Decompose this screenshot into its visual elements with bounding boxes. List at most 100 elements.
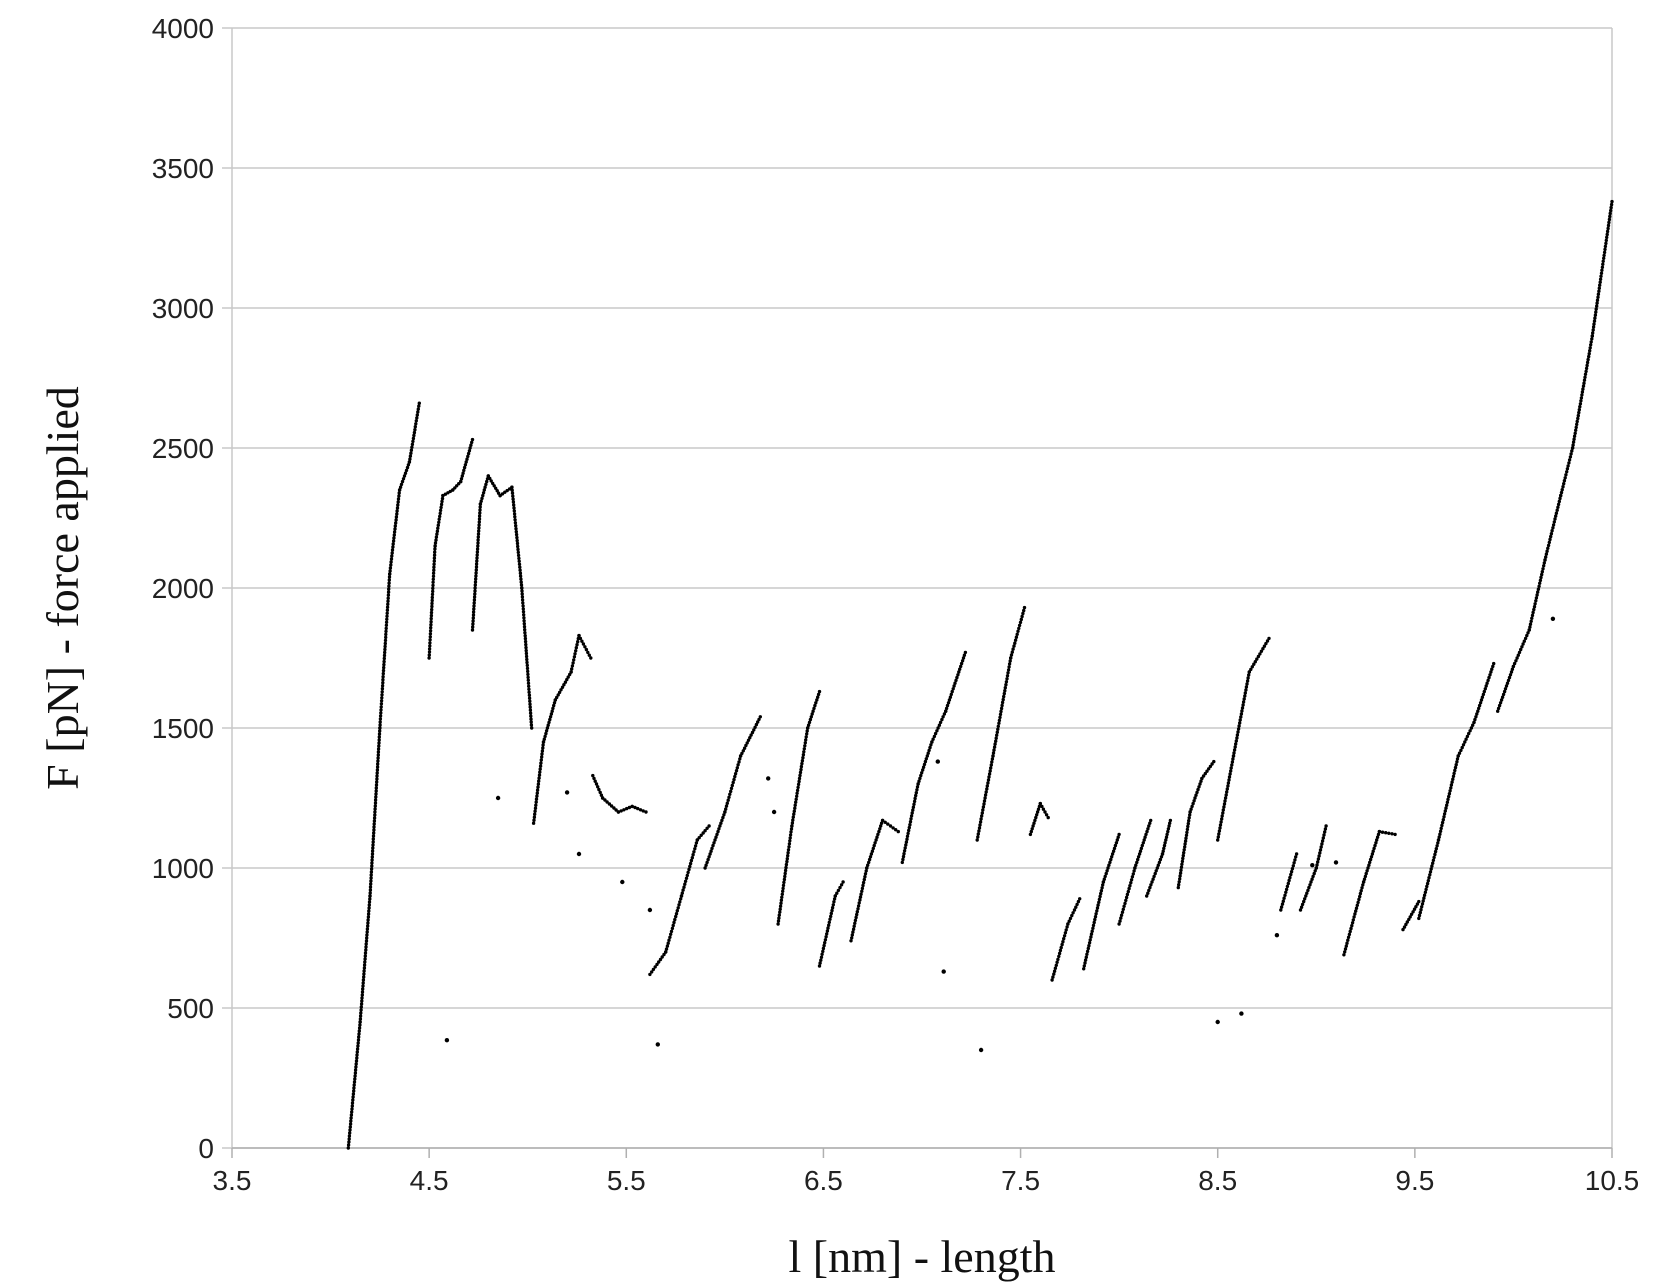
data-point xyxy=(513,518,517,522)
data-point xyxy=(1133,866,1137,870)
data-point xyxy=(1035,813,1039,817)
data-point xyxy=(469,443,473,447)
data-point xyxy=(1608,211,1612,216)
data-point xyxy=(1099,889,1104,893)
data-point xyxy=(905,834,910,838)
y-tick-label: 1000 xyxy=(152,853,214,884)
data-point xyxy=(978,823,982,827)
data-point xyxy=(957,670,961,674)
data-point xyxy=(1117,922,1121,926)
data-point xyxy=(714,835,718,839)
data-point xyxy=(527,687,531,691)
data-point xyxy=(358,1017,363,1021)
data-point xyxy=(357,1032,361,1036)
data-point xyxy=(807,720,812,725)
data-point xyxy=(1125,892,1130,897)
data-point xyxy=(736,763,740,767)
data-point xyxy=(1084,955,1089,959)
data-point xyxy=(363,957,367,961)
data-point xyxy=(430,592,435,597)
data-point xyxy=(370,855,374,859)
data-point xyxy=(1426,879,1431,883)
data-point xyxy=(474,568,478,572)
data-point xyxy=(367,900,372,904)
data-point xyxy=(397,494,401,498)
data-point xyxy=(940,717,944,722)
data-point xyxy=(1349,926,1353,931)
data-point xyxy=(1317,854,1321,858)
data-point xyxy=(370,861,374,865)
data-point xyxy=(1461,743,1466,747)
data-point xyxy=(533,812,537,816)
data-point xyxy=(829,911,833,916)
data-point xyxy=(429,623,433,627)
data-point xyxy=(389,563,393,567)
data-point xyxy=(620,879,625,885)
data-point xyxy=(625,806,629,811)
data-point xyxy=(391,542,395,546)
data-point xyxy=(574,646,578,650)
data-point xyxy=(429,620,433,624)
data-point xyxy=(607,802,612,806)
data-point xyxy=(375,774,379,778)
data-point xyxy=(435,529,440,533)
data-point xyxy=(818,961,822,965)
data-point xyxy=(1060,942,1064,947)
data-point xyxy=(1168,818,1173,823)
data-point xyxy=(351,1092,356,1096)
data-point xyxy=(1165,832,1169,837)
data-point xyxy=(1015,632,1019,636)
data-point xyxy=(495,489,499,493)
data-point xyxy=(376,756,380,760)
data-point xyxy=(382,665,386,670)
data-point xyxy=(377,732,382,736)
data-point xyxy=(432,556,437,560)
data-point xyxy=(573,652,577,656)
data-point xyxy=(1109,857,1113,862)
data-point xyxy=(363,954,367,958)
data-point xyxy=(866,863,870,867)
data-point xyxy=(1011,647,1015,651)
data-point xyxy=(1224,793,1228,797)
data-point xyxy=(1561,485,1565,489)
data-point xyxy=(1150,880,1154,884)
data-point xyxy=(1415,902,1420,906)
data-point xyxy=(388,566,393,570)
data-point xyxy=(810,712,814,716)
data-point xyxy=(1238,721,1242,725)
data-point xyxy=(1194,793,1198,797)
data-point xyxy=(658,957,663,962)
y-tick-label: 500 xyxy=(167,993,214,1024)
data-point xyxy=(1585,363,1589,368)
data-point xyxy=(427,647,432,651)
data-point xyxy=(959,661,964,666)
data-point xyxy=(835,891,839,895)
data-point xyxy=(1136,857,1140,862)
data-point xyxy=(466,454,470,459)
data-point xyxy=(752,728,756,732)
data-point xyxy=(1436,838,1441,842)
data-point xyxy=(1124,895,1129,900)
data-point xyxy=(568,672,572,677)
data-point xyxy=(535,791,539,795)
data-point xyxy=(1078,897,1082,901)
data-point xyxy=(428,629,433,633)
data-point xyxy=(1177,880,1181,884)
data-point xyxy=(911,805,916,809)
data-point xyxy=(817,689,822,694)
data-point xyxy=(383,641,387,646)
x-axis-title: l [nm] - length xyxy=(789,1231,1056,1282)
data-point xyxy=(408,454,413,458)
data-point xyxy=(597,787,601,792)
data-point xyxy=(429,613,434,618)
data-point xyxy=(1429,867,1433,871)
data-point xyxy=(1562,479,1567,483)
data-point xyxy=(1310,863,1315,868)
data-point xyxy=(372,828,376,832)
data-point xyxy=(1149,883,1153,887)
data-point xyxy=(1362,877,1367,881)
data-point xyxy=(526,675,530,680)
data-point xyxy=(716,829,720,834)
data-point xyxy=(923,759,928,764)
data-point xyxy=(1083,958,1088,962)
